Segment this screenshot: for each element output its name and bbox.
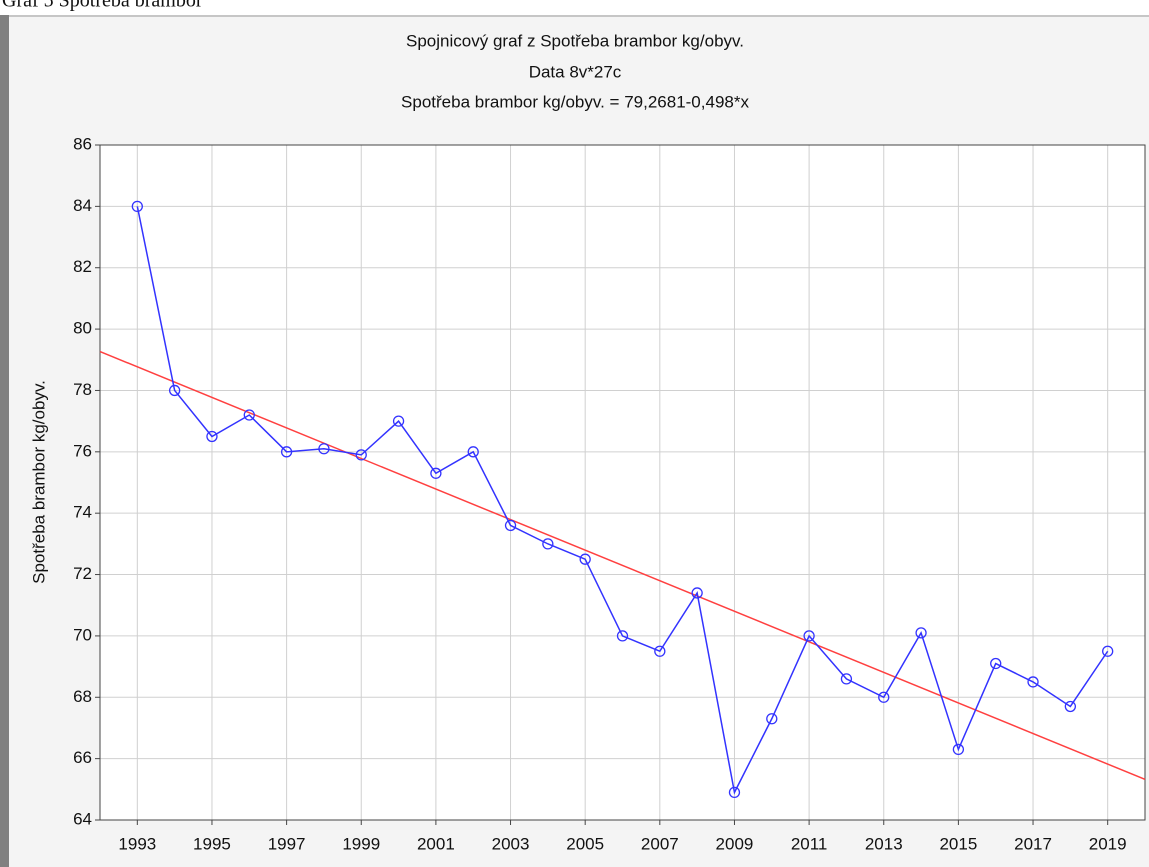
y-tick-label: 74 xyxy=(73,503,92,522)
x-tick-label: 2001 xyxy=(417,834,455,853)
point xyxy=(1064,700,1077,713)
x-tick-label: 2011 xyxy=(791,834,828,853)
y-tick-label: 84 xyxy=(73,196,92,215)
y-tick-label: 66 xyxy=(73,748,92,767)
plot-frame xyxy=(99,144,1146,821)
x-tick-label: 1997 xyxy=(268,834,306,853)
trend-line xyxy=(99,350,1146,781)
point xyxy=(318,443,330,455)
point xyxy=(952,743,965,756)
plot-area xyxy=(99,144,1146,821)
point xyxy=(131,200,143,213)
y-tick-label: 82 xyxy=(73,257,92,276)
point xyxy=(878,691,890,703)
equation: Spotřeba brambor kg/obyv. = 79,2681-0,49… xyxy=(401,92,749,111)
y-tick-label: 86 xyxy=(73,134,92,153)
y-tick-label: 80 xyxy=(73,319,92,338)
point xyxy=(616,630,629,642)
point xyxy=(579,553,591,565)
point xyxy=(542,538,554,550)
point xyxy=(1102,645,1114,657)
point xyxy=(915,627,927,639)
x-tick-label: 1999 xyxy=(342,834,380,853)
x-tick-label: 1993 xyxy=(118,834,156,853)
point xyxy=(355,449,367,461)
x-tick-label: 2003 xyxy=(492,834,530,853)
x-tick-label: 2005 xyxy=(566,834,604,853)
y-tick-label: 64 xyxy=(73,809,92,828)
point xyxy=(654,645,666,657)
point xyxy=(728,786,741,799)
y-tick-label: 72 xyxy=(73,564,92,583)
y-tick-label: 78 xyxy=(73,380,92,399)
x-tick-label: 2007 xyxy=(641,834,679,853)
point xyxy=(243,409,255,421)
chart-title: Spojnicový graf z Spotřeba brambor kg/ob… xyxy=(406,31,744,50)
x-tick-label: 2019 xyxy=(1089,834,1127,853)
y-tick-label: 76 xyxy=(73,441,92,460)
chart-subtitle: Data 8v*27c xyxy=(529,62,622,81)
point xyxy=(691,587,703,599)
y-axis-label: Spotřeba brambor kg/obyv. xyxy=(29,380,48,584)
point xyxy=(1027,676,1039,688)
x-tick-label: 2009 xyxy=(716,834,754,853)
point xyxy=(392,415,405,427)
point xyxy=(803,630,815,642)
y-tick-label: 68 xyxy=(73,687,92,706)
x-tick-label: 1995 xyxy=(193,834,231,853)
x-tick-label: 2017 xyxy=(1014,834,1052,853)
window-border xyxy=(0,15,9,867)
point xyxy=(467,446,479,458)
point xyxy=(168,384,181,397)
point xyxy=(206,430,218,443)
x-tick-label: 2013 xyxy=(865,834,903,853)
point xyxy=(840,673,853,685)
y-tick-label: 70 xyxy=(73,625,92,644)
series-line xyxy=(136,206,1109,795)
x-tick-label: 2015 xyxy=(939,834,977,853)
point xyxy=(990,657,1002,670)
point xyxy=(280,446,293,458)
point xyxy=(766,713,778,725)
point xyxy=(504,519,517,532)
caption: Graf 5 Spotřeba brambor xyxy=(2,0,203,12)
point xyxy=(430,467,442,479)
